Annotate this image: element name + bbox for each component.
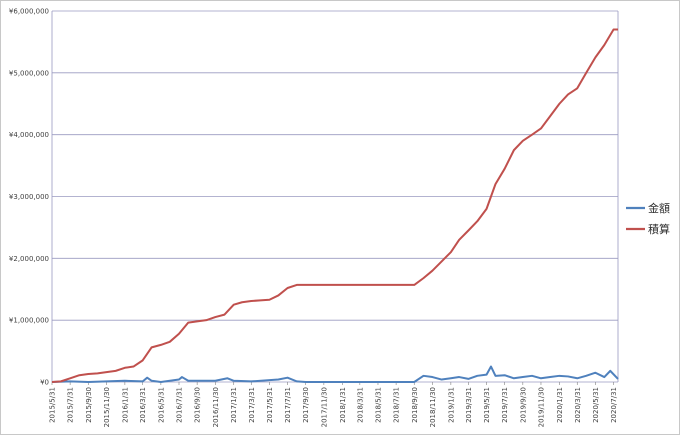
series-lines <box>51 28 619 383</box>
x-tick-label: 2016/7/31 <box>176 387 184 423</box>
legend-label: 金額 <box>648 201 670 215</box>
legend-label: 積算 <box>648 222 670 236</box>
x-tick-label: 2017/11/30 <box>320 387 328 427</box>
plot-border <box>51 11 619 382</box>
y-tick-label: ¥6,000,000 <box>9 8 49 16</box>
x-tick-label: 2016/11/30 <box>212 387 220 427</box>
x-tick-label: 2020/3/31 <box>574 387 582 423</box>
x-tick-label: 2018/9/30 <box>411 387 419 423</box>
y-tick-label: ¥3,000,000 <box>9 193 49 201</box>
x-tick-label: 2020/5/31 <box>592 387 600 423</box>
x-tick-label: 2017/9/30 <box>302 387 310 423</box>
x-tick-label: 2019/9/30 <box>519 387 527 423</box>
x-tick-label: 2020/1/31 <box>556 387 564 423</box>
x-tick-label: 2017/5/31 <box>266 387 274 423</box>
x-tick-label: 2016/5/31 <box>157 387 165 423</box>
x-tick-label: 2015/9/30 <box>85 387 93 423</box>
x-tick-label: 2020/7/31 <box>610 387 618 423</box>
x-tick-label: 2018/3/31 <box>356 387 364 423</box>
x-tick-label: 2017/1/31 <box>230 387 238 423</box>
x-tick-label: 2019/3/31 <box>465 387 473 423</box>
series-line-amount <box>51 365 619 383</box>
y-tick-label: ¥4,000,000 <box>9 131 49 139</box>
y-axis-labels: ¥0 ¥1,000,000 ¥2,000,000 ¥3,000,000 ¥4,000,0… <box>9 8 49 387</box>
gridlines <box>52 10 618 383</box>
x-tick-label: 2018/5/31 <box>374 387 382 423</box>
x-tick-label: 2019/7/31 <box>501 387 509 423</box>
x-tick-label: 2015/11/30 <box>103 387 111 427</box>
x-tick-label: 2017/3/31 <box>248 387 256 423</box>
y-tick-label: ¥2,000,000 <box>9 255 49 263</box>
x-tick-label: 2019/5/31 <box>483 387 491 423</box>
x-tick-label: 2016/3/31 <box>139 387 147 423</box>
y-tick-label: ¥0 <box>40 379 49 387</box>
x-tick-label: 2016/1/31 <box>121 387 129 423</box>
x-tick-label: 2019/1/31 <box>447 387 455 423</box>
x-tick-label: 2015/5/31 <box>49 387 57 423</box>
x-tick-label: 2018/1/31 <box>339 387 347 423</box>
x-axis-labels: 2015/5/31 2015/7/31 2015/9/30 2015/11/30 201… <box>49 382 618 427</box>
y-tick-label: ¥5,000,000 <box>9 69 49 77</box>
x-tick-label: 2015/7/31 <box>67 387 75 423</box>
x-tick-label: 2019/11/30 <box>537 387 545 427</box>
x-tick-label: 2017/7/31 <box>284 387 292 423</box>
x-tick-label: 2016/9/30 <box>194 387 202 423</box>
series-line-cumulative <box>51 28 618 383</box>
y-tick-label: ¥1,000,000 <box>9 317 49 325</box>
x-tick-label: 2018/7/31 <box>393 387 401 423</box>
x-tick-label: 2018/11/30 <box>429 387 437 427</box>
